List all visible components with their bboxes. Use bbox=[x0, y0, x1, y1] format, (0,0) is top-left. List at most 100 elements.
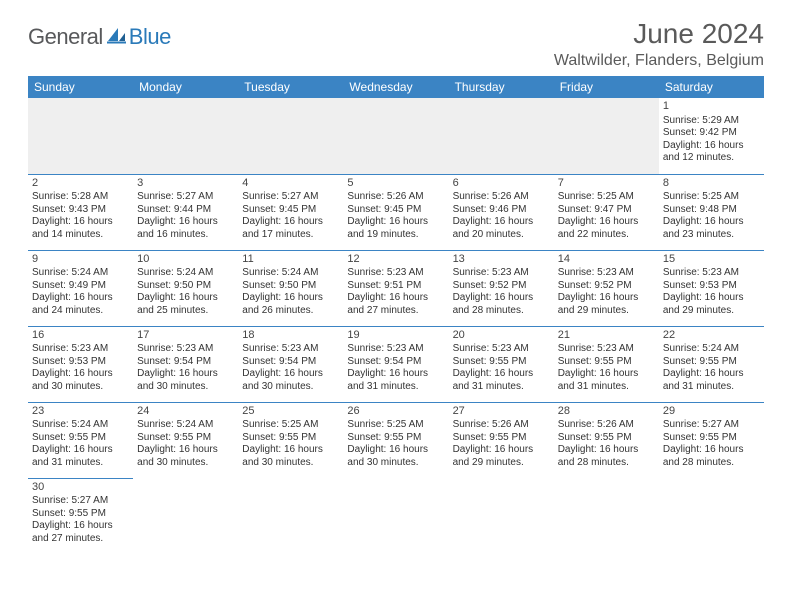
daylight-text: and 31 minutes. bbox=[453, 381, 550, 394]
sunrise-text: Sunrise: 5:24 AM bbox=[32, 419, 129, 432]
calendar-day-cell: 5Sunrise: 5:26 AMSunset: 9:45 PMDaylight… bbox=[343, 174, 448, 250]
sunrise-text: Sunrise: 5:26 AM bbox=[453, 191, 550, 204]
sunrise-text: Sunrise: 5:24 AM bbox=[137, 419, 234, 432]
daylight-text: Daylight: 16 hours bbox=[32, 520, 129, 533]
calendar-day-cell bbox=[28, 98, 133, 174]
day-number: 11 bbox=[242, 253, 339, 267]
day-number: 23 bbox=[32, 405, 129, 419]
sunset-text: Sunset: 9:55 PM bbox=[663, 356, 760, 369]
calendar-day-cell: 3Sunrise: 5:27 AMSunset: 9:44 PMDaylight… bbox=[133, 174, 238, 250]
sunset-text: Sunset: 9:47 PM bbox=[558, 204, 655, 217]
day-number: 4 bbox=[242, 177, 339, 191]
daylight-text: and 26 minutes. bbox=[242, 305, 339, 318]
calendar-week-row: 9Sunrise: 5:24 AMSunset: 9:49 PMDaylight… bbox=[28, 250, 764, 326]
sunrise-text: Sunrise: 5:24 AM bbox=[663, 343, 760, 356]
sunset-text: Sunset: 9:55 PM bbox=[347, 432, 444, 445]
calendar-day-cell: 4Sunrise: 5:27 AMSunset: 9:45 PMDaylight… bbox=[238, 174, 343, 250]
month-title: June 2024 bbox=[554, 18, 764, 50]
daylight-text: Daylight: 16 hours bbox=[453, 368, 550, 381]
daylight-text: Daylight: 16 hours bbox=[663, 368, 760, 381]
sunrise-text: Sunrise: 5:23 AM bbox=[137, 343, 234, 356]
calendar-day-cell: 30Sunrise: 5:27 AMSunset: 9:55 PMDayligh… bbox=[28, 478, 133, 554]
daylight-text: Daylight: 16 hours bbox=[663, 140, 760, 153]
calendar-day-cell bbox=[659, 478, 764, 554]
sunrise-text: Sunrise: 5:23 AM bbox=[242, 343, 339, 356]
calendar-day-cell bbox=[449, 478, 554, 554]
calendar-day-cell: 14Sunrise: 5:23 AMSunset: 9:52 PMDayligh… bbox=[554, 250, 659, 326]
calendar-day-cell bbox=[554, 98, 659, 174]
calendar-day-cell: 28Sunrise: 5:26 AMSunset: 9:55 PMDayligh… bbox=[554, 402, 659, 478]
sunrise-text: Sunrise: 5:24 AM bbox=[137, 267, 234, 280]
calendar-day-cell: 12Sunrise: 5:23 AMSunset: 9:51 PMDayligh… bbox=[343, 250, 448, 326]
sunset-text: Sunset: 9:45 PM bbox=[347, 204, 444, 217]
sunset-text: Sunset: 9:43 PM bbox=[32, 204, 129, 217]
sunrise-text: Sunrise: 5:26 AM bbox=[347, 191, 444, 204]
daylight-text: Daylight: 16 hours bbox=[242, 368, 339, 381]
sunrise-text: Sunrise: 5:25 AM bbox=[347, 419, 444, 432]
sunset-text: Sunset: 9:44 PM bbox=[137, 204, 234, 217]
daylight-text: Daylight: 16 hours bbox=[242, 444, 339, 457]
day-number: 5 bbox=[347, 177, 444, 191]
day-header: Wednesday bbox=[343, 76, 448, 98]
sunset-text: Sunset: 9:54 PM bbox=[137, 356, 234, 369]
calendar-week-row: 30Sunrise: 5:27 AMSunset: 9:55 PMDayligh… bbox=[28, 478, 764, 554]
daylight-text: Daylight: 16 hours bbox=[347, 368, 444, 381]
day-header: Saturday bbox=[659, 76, 764, 98]
calendar-day-cell bbox=[133, 478, 238, 554]
sunset-text: Sunset: 9:54 PM bbox=[347, 356, 444, 369]
daylight-text: and 12 minutes. bbox=[663, 152, 760, 165]
sunrise-text: Sunrise: 5:27 AM bbox=[137, 191, 234, 204]
daylight-text: Daylight: 16 hours bbox=[137, 368, 234, 381]
day-number: 15 bbox=[663, 253, 760, 267]
calendar-day-cell: 16Sunrise: 5:23 AMSunset: 9:53 PMDayligh… bbox=[28, 326, 133, 402]
sunset-text: Sunset: 9:45 PM bbox=[242, 204, 339, 217]
sunset-text: Sunset: 9:51 PM bbox=[347, 280, 444, 293]
calendar-day-cell: 29Sunrise: 5:27 AMSunset: 9:55 PMDayligh… bbox=[659, 402, 764, 478]
sunset-text: Sunset: 9:48 PM bbox=[663, 204, 760, 217]
day-number: 16 bbox=[32, 329, 129, 343]
sunset-text: Sunset: 9:55 PM bbox=[453, 356, 550, 369]
day-number: 14 bbox=[558, 253, 655, 267]
calendar-day-cell: 20Sunrise: 5:23 AMSunset: 9:55 PMDayligh… bbox=[449, 326, 554, 402]
daylight-text: Daylight: 16 hours bbox=[663, 444, 760, 457]
daylight-text: and 31 minutes. bbox=[347, 381, 444, 394]
daylight-text: Daylight: 16 hours bbox=[32, 368, 129, 381]
sunrise-text: Sunrise: 5:23 AM bbox=[558, 267, 655, 280]
sunrise-text: Sunrise: 5:24 AM bbox=[32, 267, 129, 280]
calendar-week-row: 1Sunrise: 5:29 AMSunset: 9:42 PMDaylight… bbox=[28, 98, 764, 174]
day-number: 22 bbox=[663, 329, 760, 343]
sunrise-text: Sunrise: 5:27 AM bbox=[242, 191, 339, 204]
daylight-text: and 25 minutes. bbox=[137, 305, 234, 318]
logo-text-general: General bbox=[28, 24, 103, 50]
calendar-week-row: 2Sunrise: 5:28 AMSunset: 9:43 PMDaylight… bbox=[28, 174, 764, 250]
daylight-text: Daylight: 16 hours bbox=[347, 216, 444, 229]
daylight-text: and 23 minutes. bbox=[663, 229, 760, 242]
calendar-day-cell: 23Sunrise: 5:24 AMSunset: 9:55 PMDayligh… bbox=[28, 402, 133, 478]
daylight-text: Daylight: 16 hours bbox=[32, 292, 129, 305]
calendar-day-cell bbox=[449, 98, 554, 174]
daylight-text: and 30 minutes. bbox=[242, 457, 339, 470]
calendar-day-cell bbox=[133, 98, 238, 174]
logo-text-blue: Blue bbox=[129, 24, 171, 50]
day-number: 7 bbox=[558, 177, 655, 191]
sunrise-text: Sunrise: 5:23 AM bbox=[663, 267, 760, 280]
calendar-day-cell: 6Sunrise: 5:26 AMSunset: 9:46 PMDaylight… bbox=[449, 174, 554, 250]
sunrise-text: Sunrise: 5:27 AM bbox=[663, 419, 760, 432]
day-number: 21 bbox=[558, 329, 655, 343]
calendar-table: Sunday Monday Tuesday Wednesday Thursday… bbox=[28, 76, 764, 554]
daylight-text: and 14 minutes. bbox=[32, 229, 129, 242]
day-number: 2 bbox=[32, 177, 129, 191]
sunset-text: Sunset: 9:49 PM bbox=[32, 280, 129, 293]
sunrise-text: Sunrise: 5:25 AM bbox=[663, 191, 760, 204]
sunset-text: Sunset: 9:55 PM bbox=[558, 356, 655, 369]
sunrise-text: Sunrise: 5:29 AM bbox=[663, 115, 760, 128]
sunrise-text: Sunrise: 5:23 AM bbox=[347, 343, 444, 356]
day-number: 3 bbox=[137, 177, 234, 191]
daylight-text: Daylight: 16 hours bbox=[558, 216, 655, 229]
sunset-text: Sunset: 9:50 PM bbox=[137, 280, 234, 293]
calendar-body: 1Sunrise: 5:29 AMSunset: 9:42 PMDaylight… bbox=[28, 98, 764, 554]
sunset-text: Sunset: 9:55 PM bbox=[32, 508, 129, 521]
day-number: 1 bbox=[663, 100, 760, 114]
day-number: 10 bbox=[137, 253, 234, 267]
sunset-text: Sunset: 9:55 PM bbox=[453, 432, 550, 445]
